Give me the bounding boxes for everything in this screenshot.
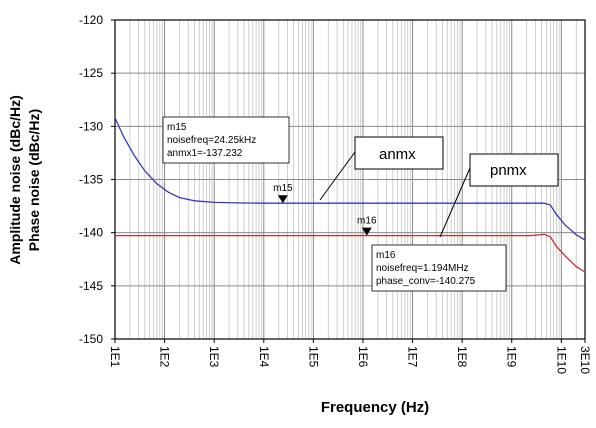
m15-readout-box: [162, 116, 290, 164]
m16-readout-line-1: m16: [376, 250, 396, 261]
y-tick-label: -150: [79, 332, 103, 346]
markers-group: m15 m16: [273, 183, 377, 236]
x-tick-label: 1E8: [455, 346, 469, 368]
series-line-pnmx: [115, 233, 586, 273]
x-tick-label: 1E4: [257, 346, 271, 368]
m15-readout-line-3: anmx1=-137.232: [167, 148, 243, 159]
anmx-label-leader: [319, 151, 356, 201]
series-line-anmx: [114, 117, 586, 241]
y-axis-label-phase: Phase noise (dBc/Hz): [26, 109, 42, 251]
pnmx-label-leader: [439, 167, 471, 238]
x-tick-label: 1E3: [207, 346, 221, 368]
x-axis: 1E1 1E2 1E3 1E4 1E5 1E6 1E7 1E8 1E9 1E10 3E10: [108, 339, 592, 374]
y-tick-label: -125: [79, 66, 103, 80]
x-tick-label: 1E1: [108, 346, 122, 368]
marker-m15-triangle: [277, 195, 288, 204]
y-tick-label: -120: [79, 13, 103, 27]
m16-readout-box: [371, 244, 507, 292]
x-axis-label: Frequency (Hz): [321, 399, 429, 416]
x-tick-label: 1E2: [158, 346, 172, 368]
m16-readout-line-2: noisefreq=1.194MHz: [376, 263, 469, 274]
anmx-series-label: anmx: [379, 146, 416, 163]
marker-m16-label: m16: [357, 216, 377, 227]
pnmx-label-box: [469, 153, 559, 187]
x-tick-label: 3E10: [578, 346, 592, 374]
y-axis: -120 -125 -130 -135 -140 -145 -150: [79, 13, 115, 346]
y-tick-label: -145: [79, 279, 103, 293]
series-group: [114, 117, 586, 273]
marker-m16-triangle: [361, 227, 372, 236]
anmx-label-box: [354, 136, 444, 170]
marker-m15-label: m15: [273, 183, 293, 194]
y-tick-label: -140: [79, 226, 103, 240]
x-tick-label: 1E5: [306, 346, 320, 368]
m16-readout-line-3: phase_conv=-140.275: [376, 276, 476, 287]
m15-readout-line-1: m15: [167, 122, 187, 133]
x-tick-label: 1E9: [505, 346, 519, 368]
x-tick-label: 1E7: [406, 346, 420, 368]
y-tick-label: -130: [79, 119, 103, 133]
x-tick-label: 1E6: [356, 346, 370, 368]
y-axis-label-amplitude: Amplitude noise (dBc/Hz): [7, 95, 23, 265]
x-tick-label: 1E10: [554, 346, 568, 374]
m15-readout-line-2: noisefreq=24.25kHz: [167, 135, 256, 146]
y-tick-label: -135: [79, 173, 103, 187]
pnmx-series-label: pnmx: [490, 162, 527, 179]
